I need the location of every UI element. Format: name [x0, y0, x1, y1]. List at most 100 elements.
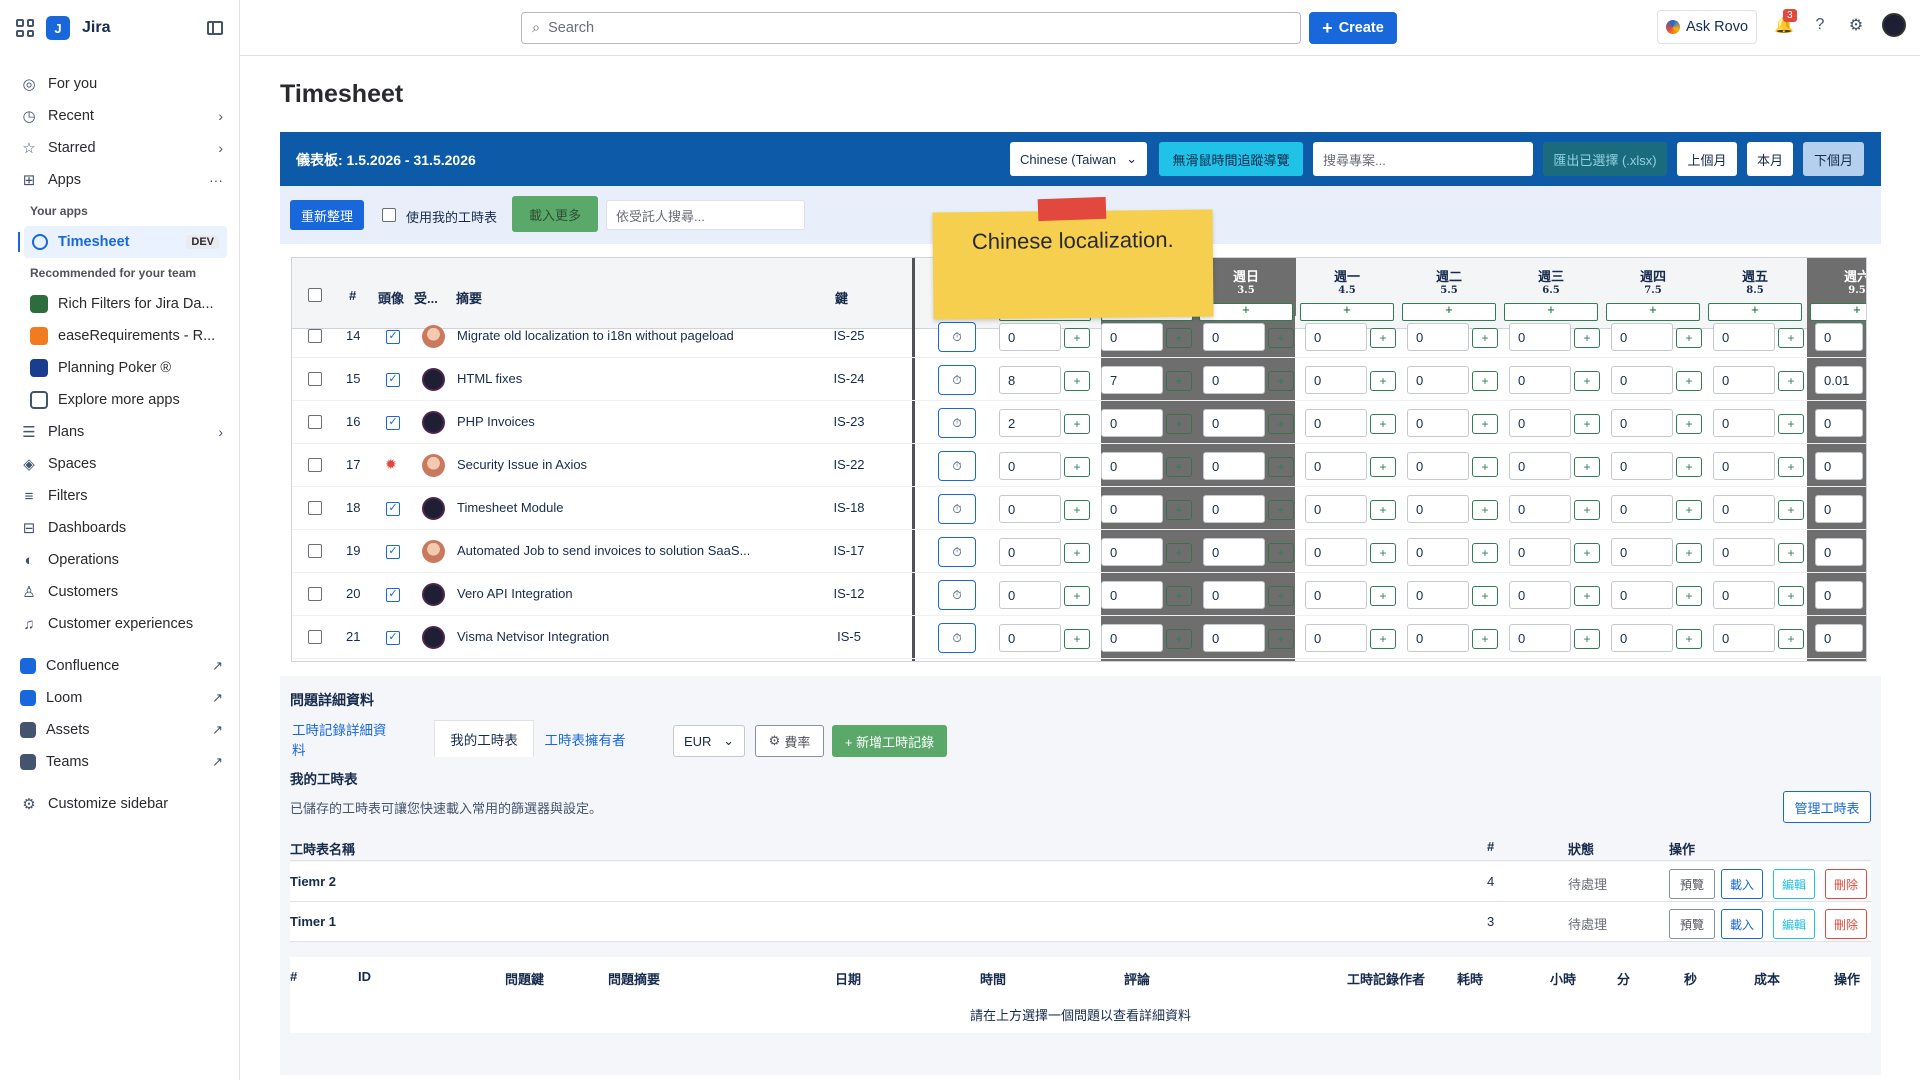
hours-input[interactable]: 0	[1509, 366, 1571, 394]
add-hours-button[interactable]: +	[1574, 457, 1600, 477]
hours-input[interactable]: 0	[1407, 452, 1469, 480]
hours-input[interactable]: 7	[1101, 366, 1163, 394]
tab-my-timesheets[interactable]: 我的工時表	[434, 720, 534, 757]
issue-summary[interactable]: Migrate old localization to i18n without…	[457, 328, 734, 343]
row-checkbox[interactable]	[308, 458, 322, 472]
hours-input[interactable]: 0	[1611, 581, 1673, 609]
edit-button[interactable]: 編輯	[1773, 909, 1815, 939]
hours-input[interactable]: 0	[1611, 495, 1673, 523]
sidebar-recommended-app[interactable]: Rich Filters for Jira Da...	[0, 288, 239, 320]
hours-input[interactable]: 0	[1101, 409, 1163, 437]
app-name[interactable]: Jira	[82, 19, 111, 36]
project-search-input[interactable]: 搜尋專案...	[1313, 142, 1533, 176]
add-hours-button[interactable]: +	[1778, 328, 1804, 348]
add-hours-button[interactable]: +	[1166, 500, 1192, 520]
hours-input[interactable]: 2	[999, 409, 1061, 437]
row-checkbox[interactable]	[308, 372, 322, 386]
hours-input[interactable]: 0	[1101, 323, 1163, 351]
add-hours-button[interactable]: +	[1370, 371, 1396, 391]
add-hours-button[interactable]: +	[1676, 500, 1702, 520]
add-hours-button[interactable]: +	[1064, 586, 1090, 606]
row-checkbox[interactable]	[308, 415, 322, 429]
previous-month-button[interactable]: 上個月	[1677, 142, 1737, 176]
add-hours-button[interactable]: +	[1472, 586, 1498, 606]
tab-worklog-details[interactable]: 工時記錄詳細資料	[292, 722, 387, 758]
hours-input[interactable]: 0	[999, 581, 1061, 609]
add-hours-button[interactable]: +	[1166, 543, 1192, 563]
hours-input[interactable]: 0	[1509, 495, 1571, 523]
export-selected-button[interactable]: 匯出已選擇 (.xlsx)	[1543, 142, 1667, 176]
add-hours-button[interactable]: +	[1370, 500, 1396, 520]
hours-input[interactable]: 0	[1407, 409, 1469, 437]
add-hours-button[interactable]: +	[1676, 414, 1702, 434]
sidebar-recommended-app[interactable]: Planning Poker ®	[0, 352, 239, 384]
stopwatch-button[interactable]: ⏱	[938, 451, 976, 481]
sidebar-item-customers[interactable]: ♙ Customers	[0, 576, 239, 608]
currency-select[interactable]: EUR ⌄	[673, 725, 745, 757]
ask-rovo-button[interactable]: Ask Rovo	[1657, 10, 1757, 44]
stopwatch-button[interactable]: ⏱	[938, 623, 976, 653]
hours-input[interactable]: 0.01	[1815, 366, 1863, 394]
add-hours-button[interactable]: +	[1472, 543, 1498, 563]
collapse-sidebar-icon[interactable]	[207, 21, 223, 35]
add-hours-button[interactable]: +	[1574, 629, 1600, 649]
add-hours-button[interactable]: +	[1064, 543, 1090, 563]
hours-input[interactable]: 0	[1101, 538, 1163, 566]
hours-input[interactable]: 0	[1815, 624, 1863, 652]
tab-timesheet-owners[interactable]: 工時表擁有者	[544, 732, 626, 748]
hours-input[interactable]: 0	[1101, 581, 1163, 609]
issue-key[interactable]: IS-24	[833, 371, 865, 386]
sidebar-item-confluence[interactable]: Confluence ↗	[0, 650, 239, 682]
chevron-right-icon[interactable]: ›	[218, 108, 223, 124]
add-hours-button[interactable]: +	[1472, 457, 1498, 477]
add-hours-button[interactable]: +	[1676, 371, 1702, 391]
search-input[interactable]: ⌕ Search	[521, 12, 1301, 44]
hours-input[interactable]: 0	[1509, 452, 1571, 480]
sidebar-item-recent[interactable]: ◷ Recent ›	[0, 100, 239, 132]
stopwatch-button[interactable]: ⏱	[938, 322, 976, 352]
sidebar-recommended-app[interactable]: easeRequirements - R...	[0, 320, 239, 352]
hours-input[interactable]: 0	[1203, 409, 1265, 437]
add-hours-button[interactable]: +	[1778, 371, 1804, 391]
hours-input[interactable]: 0	[1611, 366, 1673, 394]
load-more-button[interactable]: 載入更多	[512, 196, 598, 232]
settings-icon[interactable]: ⚙	[1848, 17, 1864, 34]
chevron-right-icon[interactable]: ›	[218, 140, 223, 156]
hours-input[interactable]: 0	[1407, 495, 1469, 523]
add-hours-button[interactable]: +	[1472, 328, 1498, 348]
add-hours-button[interactable]: +	[1472, 629, 1498, 649]
stopwatch-button[interactable]: ⏱	[938, 537, 976, 567]
row-checkbox[interactable]	[308, 544, 322, 558]
use-my-timesheet-checkbox[interactable]	[382, 208, 396, 222]
add-hours-button[interactable]: +	[1064, 629, 1090, 649]
issue-key[interactable]: IS-5	[837, 629, 861, 644]
add-hours-button[interactable]: +	[1064, 500, 1090, 520]
issue-key[interactable]: IS-23	[833, 414, 865, 429]
sidebar-item-loom[interactable]: Loom ↗	[0, 682, 239, 714]
app-switcher-icon[interactable]	[16, 19, 34, 37]
add-hours-button[interactable]: +	[1676, 328, 1702, 348]
add-hours-button[interactable]: +	[1574, 586, 1600, 606]
row-checkbox[interactable]	[308, 587, 322, 601]
assignee-search-input[interactable]: 依受託人搜尋...	[606, 200, 805, 230]
add-day-button[interactable]: +	[1504, 303, 1598, 321]
load-button[interactable]: 載入	[1721, 909, 1763, 939]
add-hours-button[interactable]: +	[1778, 586, 1804, 606]
hours-input[interactable]: 0	[1815, 495, 1863, 523]
hours-input[interactable]: 0	[999, 495, 1061, 523]
add-hours-button[interactable]: +	[1268, 371, 1294, 391]
hours-input[interactable]: 0	[999, 538, 1061, 566]
hours-input[interactable]: 0	[1305, 538, 1367, 566]
add-hours-button[interactable]: +	[1574, 414, 1600, 434]
add-hours-button[interactable]: +	[1166, 414, 1192, 434]
row-checkbox[interactable]	[308, 329, 322, 343]
stopwatch-button[interactable]: ⏱	[938, 365, 976, 395]
hours-input[interactable]: 0	[1407, 366, 1469, 394]
hours-input[interactable]: 0	[1101, 452, 1163, 480]
add-day-button[interactable]: +	[1810, 303, 1866, 321]
add-hours-button[interactable]: +	[1574, 500, 1600, 520]
add-hours-button[interactable]: +	[1778, 414, 1804, 434]
jira-logo-icon[interactable]: J	[46, 16, 70, 40]
add-hours-button[interactable]: +	[1064, 328, 1090, 348]
add-hours-button[interactable]: +	[1064, 371, 1090, 391]
